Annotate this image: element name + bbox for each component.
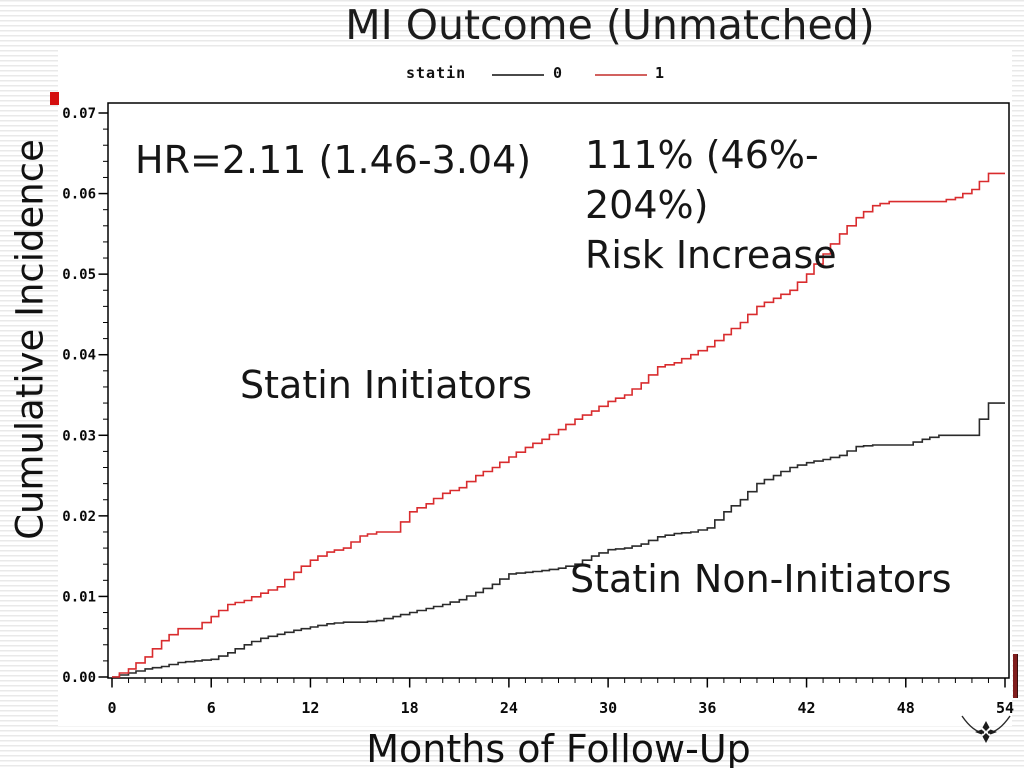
y-tick-label: 0.03 — [62, 428, 96, 444]
y-tick-label: 0.00 — [62, 670, 96, 686]
x-tick-label: 18 — [401, 699, 419, 717]
x-tick-label: 0 — [107, 699, 116, 717]
chart-title: MI Outcome (Unmatched) — [345, 1, 875, 49]
y-tick-label: 0.05 — [62, 267, 96, 283]
x-tick-label: 42 — [798, 699, 816, 717]
legend-label-statin-1: 1 — [655, 64, 666, 82]
legend-label-statin-0: 0 — [553, 64, 564, 82]
x-tick-label: 6 — [207, 699, 216, 717]
x-tick-label: 12 — [301, 699, 319, 717]
y-tick-label: 0.04 — [62, 348, 96, 364]
risk-annotation-line1: 111% (46%- — [585, 133, 819, 177]
x-tick-label: 24 — [500, 699, 518, 717]
slideserve-logo-icon — [961, 715, 1011, 743]
x-tick-label: 30 — [599, 699, 617, 717]
x-tick-label: 48 — [897, 699, 915, 717]
statin-non-initiators-label: Statin Non-Initiators — [570, 557, 952, 601]
y-tick-label: 0.06 — [62, 187, 96, 203]
legend-title: statin — [406, 64, 467, 82]
risk-annotation-line2: 204%) — [585, 183, 709, 227]
chart-canvas — [58, 47, 1012, 726]
y-tick-label: 0.02 — [62, 509, 96, 525]
x-axis-title: Months of Follow-Up — [366, 727, 751, 768]
risk-increase-annotation: 111% (46%- 204%) Risk Increase — [585, 130, 915, 280]
curve-statin-0 — [112, 402, 1005, 678]
y-axis-title: Cumulative Incidence — [8, 139, 52, 540]
legend-swatch-statin-1-icon — [595, 74, 647, 76]
y-tick-label: 0.01 — [62, 589, 96, 605]
risk-annotation-line3: Risk Increase — [585, 233, 837, 277]
y-tick-label: 0.07 — [62, 106, 96, 122]
curve-statin-1 — [112, 172, 1005, 678]
slide-accent-bar — [1013, 654, 1018, 698]
hr-annotation: HR=2.11 (1.46-3.04) — [135, 138, 532, 182]
x-tick-label: 36 — [698, 699, 716, 717]
slide-accent-square — [50, 92, 59, 105]
legend-swatch-statin-0-icon — [492, 74, 544, 76]
statin-initiators-label: Statin Initiators — [240, 363, 533, 407]
x-tick-label: 54 — [996, 699, 1014, 717]
